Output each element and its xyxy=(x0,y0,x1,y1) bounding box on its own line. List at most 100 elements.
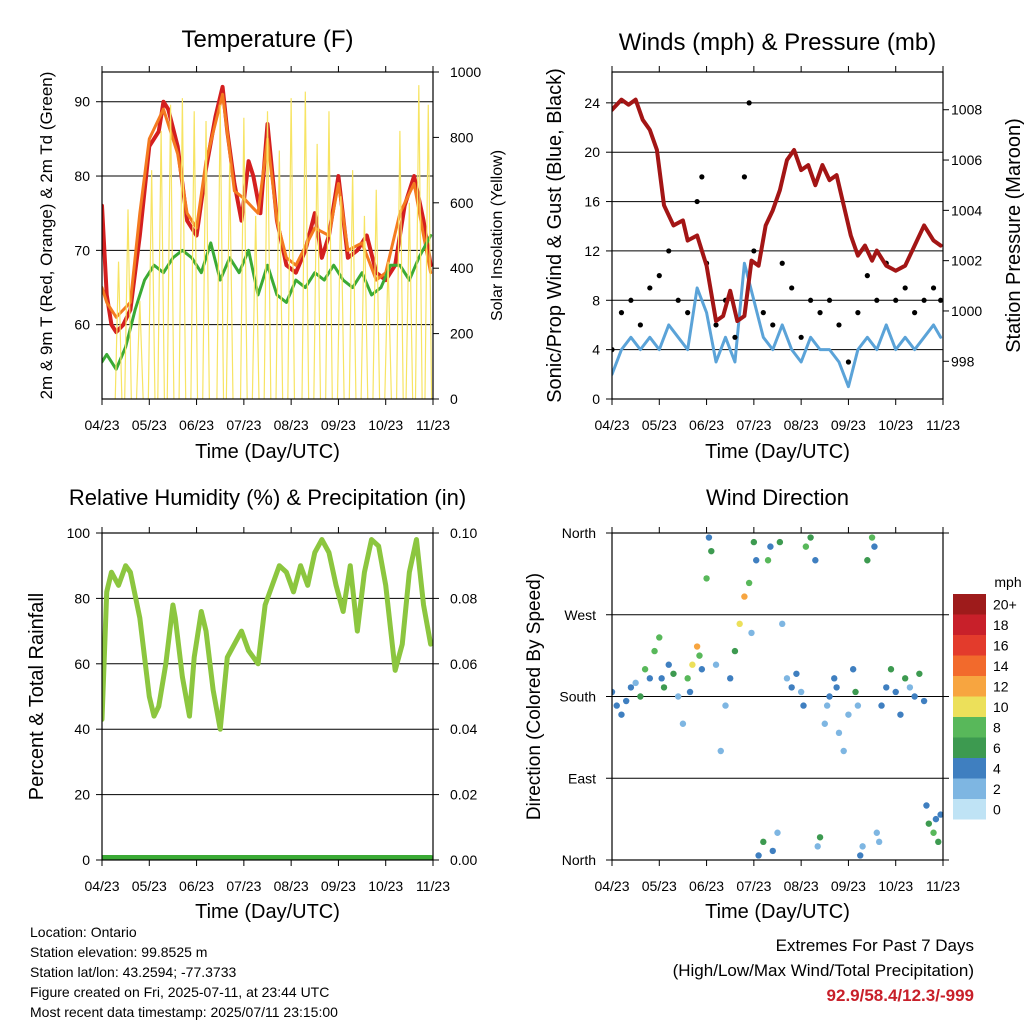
colorbar-unit: mph xyxy=(994,574,1021,590)
gust-point xyxy=(798,334,804,340)
direction-point xyxy=(717,747,724,755)
chart-title: Wind Direction xyxy=(706,485,849,510)
direction-point xyxy=(849,666,857,673)
direction-point xyxy=(840,747,847,755)
gust-point xyxy=(864,273,870,279)
y-tick-label: 40 xyxy=(74,721,90,737)
direction-point xyxy=(703,575,710,582)
y-right-tick-label: 200 xyxy=(450,326,474,342)
y-tick-label: 0 xyxy=(82,852,90,868)
gust-point xyxy=(921,297,927,303)
series-rh xyxy=(102,537,433,732)
gust-point xyxy=(760,310,766,316)
direction-point xyxy=(845,711,852,718)
y-axis-label: Percent & Total Rainfall xyxy=(26,593,48,801)
chart-wind_direction: 04/23 05/23 06/23 07/23 08/23 09/23 10/23 11/23… xyxy=(524,485,1022,923)
direction-point xyxy=(675,693,682,700)
direction-point xyxy=(930,829,937,836)
x-tick-label: 06/23 xyxy=(179,878,214,894)
colorbar-label: 10 xyxy=(993,699,1009,715)
y-tick-label: South xyxy=(559,689,596,705)
gust-point xyxy=(685,310,691,316)
gust-point xyxy=(817,310,823,316)
gust-point xyxy=(713,322,719,328)
direction-point xyxy=(788,684,795,691)
gust-point xyxy=(826,297,833,303)
chart-title: Winds (mph) & Pressure (mb) xyxy=(619,29,936,56)
series-t2m xyxy=(102,84,433,335)
y-right-tick-label: 1002 xyxy=(951,253,982,269)
plot-frame xyxy=(101,532,434,861)
gust-point xyxy=(845,359,852,365)
y-tick-label: 90 xyxy=(74,94,90,110)
direction-point xyxy=(705,534,713,541)
plot-area xyxy=(612,534,943,859)
gust-point xyxy=(836,322,842,328)
y-right-tick-label: 1000 xyxy=(450,64,481,80)
solar-spike xyxy=(360,215,369,399)
direction-point xyxy=(852,688,859,696)
direction-point xyxy=(613,702,620,709)
x-tick-label: 08/23 xyxy=(784,878,819,894)
gust-point xyxy=(930,285,937,291)
solar-spike xyxy=(348,170,357,399)
plot-area xyxy=(612,97,943,389)
x-tick-label: 11/23 xyxy=(416,417,450,433)
colorbar-label: 20+ xyxy=(993,596,1017,612)
direction-point xyxy=(741,593,748,600)
gust-point xyxy=(770,322,776,328)
y-tick-label: 16 xyxy=(584,194,600,210)
colorbar-swatch xyxy=(953,594,986,615)
direction-point xyxy=(656,634,663,641)
direction-point xyxy=(651,647,658,655)
direction-point xyxy=(859,843,866,850)
x-tick-label: 09/23 xyxy=(831,417,866,433)
direction-point xyxy=(812,557,819,564)
direction-point xyxy=(612,688,616,696)
direction-point xyxy=(802,543,810,550)
y-tick-label: 80 xyxy=(74,168,90,184)
y-tick-label: 20 xyxy=(74,787,90,803)
y-right-axis-label: Solar Insolation (Yellow) xyxy=(489,150,506,321)
x-tick-label: 09/23 xyxy=(321,878,356,894)
direction-point xyxy=(689,661,696,668)
series-wind xyxy=(612,261,943,389)
extremes-box: Extremes For Past 7 Days (High/Low/Max W… xyxy=(673,933,974,1008)
created-text: Figure created on Fri, 2025-07-11, at 23… xyxy=(30,984,330,1000)
direction-point xyxy=(679,720,687,727)
colorbar-label: 16 xyxy=(993,637,1009,653)
colorbar-label: 8 xyxy=(993,719,1001,735)
y-tick-label: 80 xyxy=(74,590,90,606)
direction-point xyxy=(901,675,909,682)
direction-point xyxy=(686,688,694,696)
gust-point xyxy=(808,297,814,303)
y-right-tick-label: 0 xyxy=(450,391,458,407)
colorbar-swatch xyxy=(953,635,986,656)
x-tick-label: 08/23 xyxy=(274,417,309,433)
direction-point xyxy=(665,661,672,668)
x-tick-label: 05/23 xyxy=(642,878,677,894)
direction-point xyxy=(637,693,644,700)
direction-point xyxy=(906,684,914,691)
direction-point xyxy=(897,711,904,718)
x-tick-label: 04/23 xyxy=(594,417,629,433)
y-axis-label: 2m & 9m T (Red, Orange) & 2m Td (Green) xyxy=(37,72,56,400)
solar-spike xyxy=(336,196,345,399)
direction-point xyxy=(736,620,743,628)
direction-point xyxy=(745,579,753,587)
x-tick-label: 07/23 xyxy=(736,417,771,433)
solar-spike xyxy=(114,261,123,399)
x-tick-label: 07/23 xyxy=(226,878,261,894)
y-right-axis-label: Station Pressure (Maroon) xyxy=(1003,118,1024,353)
gust-point xyxy=(656,273,662,279)
gust-point xyxy=(938,297,943,303)
x-axis-label: Time (Day/UTC) xyxy=(195,901,340,923)
y-right-tick-label: 1000 xyxy=(951,303,982,319)
extremes-title: Extremes For Past 7 Days xyxy=(775,936,974,955)
colorbar-label: 14 xyxy=(993,658,1009,674)
gust-point xyxy=(779,260,785,266)
direction-point xyxy=(797,688,805,696)
colorbar-label: 4 xyxy=(993,760,1001,776)
solar-spike xyxy=(414,85,423,399)
x-tick-label: 09/23 xyxy=(321,417,356,433)
